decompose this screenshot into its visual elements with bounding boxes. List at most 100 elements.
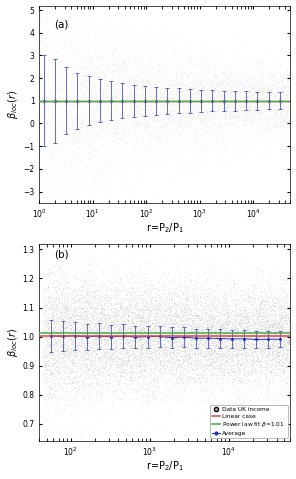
Point [217, 308, 222, 316]
Point [44, 297, 49, 305]
Point [144, 72, 149, 80]
Point [267, 308, 272, 315]
Point [209, 338, 213, 346]
Point [275, 320, 279, 328]
Point [83, 35, 88, 43]
Point [54, 287, 59, 295]
Point [200, 328, 205, 335]
Point [242, 379, 247, 387]
Point [157, 130, 162, 137]
Point [180, 98, 185, 106]
Point [271, 316, 275, 323]
Point [220, 375, 225, 383]
Point [284, 346, 289, 354]
Point [138, 331, 143, 338]
Point [173, 365, 178, 372]
Point [272, 302, 276, 310]
Point [120, 365, 125, 372]
Point [128, 107, 133, 115]
Point [148, 347, 153, 354]
Point [112, 89, 117, 96]
Point [210, 317, 215, 325]
Point [254, 151, 259, 159]
Point [146, 86, 150, 93]
Point [83, 343, 88, 351]
Point [216, 370, 221, 377]
Point [94, 292, 98, 299]
Point [238, 331, 243, 338]
Point [169, 341, 174, 348]
Point [262, 302, 267, 310]
Point [72, 70, 76, 78]
Point [116, 111, 121, 119]
Point [81, 106, 86, 114]
Point [174, 331, 178, 339]
Point [261, 340, 266, 347]
Point [219, 78, 224, 86]
Point [176, 119, 180, 126]
Point [266, 87, 270, 94]
Point [102, 155, 107, 162]
Point [167, 284, 172, 292]
Point [235, 345, 239, 353]
Point [142, 325, 147, 333]
Point [233, 100, 238, 108]
Point [219, 359, 224, 367]
Point [96, 317, 101, 325]
Point [102, 376, 107, 383]
Point [81, 308, 86, 316]
Point [136, 363, 141, 370]
Point [287, 336, 292, 344]
Point [229, 319, 234, 327]
Point [274, 285, 279, 293]
Point [92, 57, 97, 65]
Point [90, 257, 95, 264]
Point [185, 70, 190, 78]
Point [205, 119, 210, 126]
Point [288, 324, 292, 332]
Point [133, 55, 138, 63]
Point [246, 357, 250, 365]
Point [223, 359, 227, 367]
Point [85, 140, 89, 148]
Point [169, 324, 174, 332]
Point [164, 274, 169, 281]
Point [115, 371, 120, 379]
Point [119, 37, 123, 45]
Point [141, 362, 146, 369]
Point [282, 351, 287, 358]
Point [244, 104, 248, 112]
Point [78, 83, 83, 91]
Point [84, 89, 89, 97]
Point [57, 125, 62, 133]
Point [268, 341, 273, 349]
Point [183, 90, 187, 98]
Point [206, 314, 211, 321]
Point [180, 358, 185, 366]
Point [71, 291, 75, 299]
Point [59, 322, 63, 330]
Point [168, 319, 173, 326]
Point [165, 320, 170, 328]
Point [251, 90, 256, 98]
Point [83, 114, 87, 122]
Point [167, 82, 172, 90]
Point [75, 106, 79, 114]
Point [69, 174, 73, 182]
Point [166, 299, 171, 307]
Point [143, 105, 148, 113]
Point [44, 328, 49, 335]
Point [107, 299, 112, 307]
Point [289, 301, 294, 309]
Point [44, 352, 48, 359]
Point [260, 343, 264, 351]
Point [233, 104, 238, 112]
Point [97, 314, 102, 322]
Point [69, 72, 74, 80]
Point [184, 342, 189, 350]
Point [41, 296, 46, 304]
Point [136, 123, 140, 130]
Point [275, 349, 280, 356]
Point [143, 67, 148, 75]
Point [192, 282, 197, 289]
